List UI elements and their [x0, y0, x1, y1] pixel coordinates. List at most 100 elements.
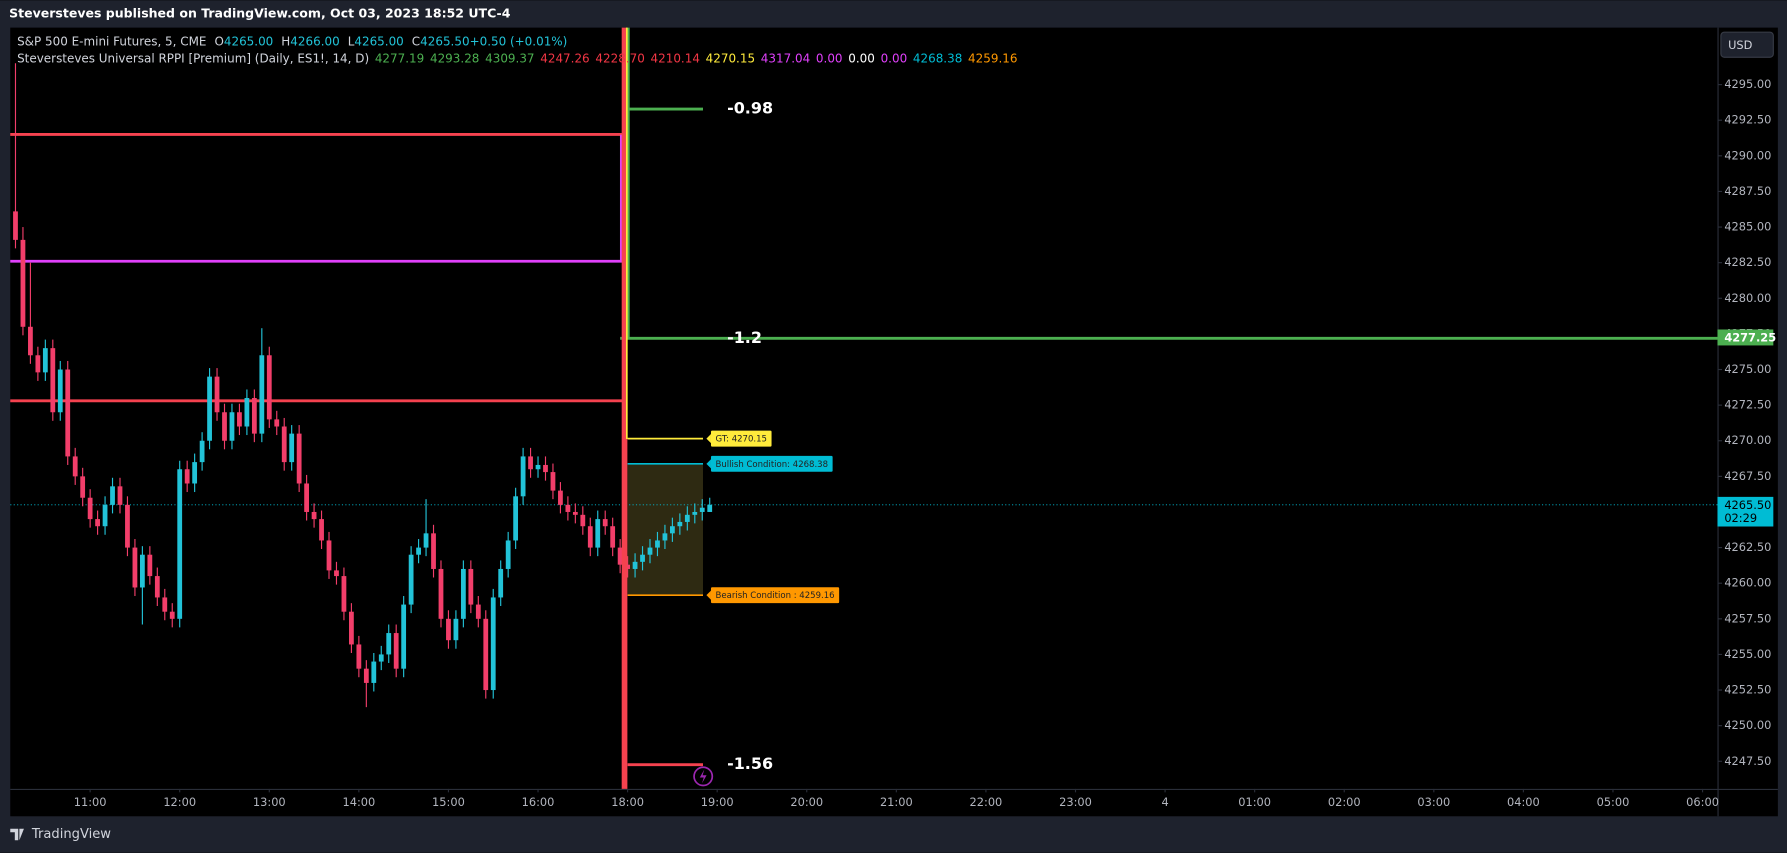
publisher-line: Steversteves published on TradingView.co… [9, 5, 511, 20]
candle-body [707, 504, 713, 512]
x-tick-label: 12:00 [163, 795, 196, 809]
candle-body [296, 433, 302, 484]
alert-icon[interactable] [693, 766, 714, 787]
level-tag-label: Bullish Condition: 4268.38 [716, 460, 829, 470]
level-tag: Bearish Condition : 4259.16 [706, 587, 840, 604]
footer-brand: TradingView [31, 827, 111, 842]
candle-body [117, 486, 123, 505]
candle-body [498, 568, 504, 598]
x-tick-label: 02:00 [1328, 795, 1361, 809]
indicator-value: 4293.28 [430, 51, 479, 65]
candle-body [625, 564, 630, 569]
price-tag-label: 4265.50 [1724, 498, 1771, 512]
symbol-legend: S&P 500 E-mini Futures, 5, CME O4265.00 H4… [17, 34, 567, 48]
level-tag-box [710, 587, 840, 604]
x-tick-label: 05:00 [1597, 795, 1630, 809]
candle-body [483, 618, 489, 691]
candle-body [543, 464, 548, 473]
candle-body [475, 604, 481, 619]
ohlc-value: 4266.00 [290, 34, 339, 48]
candle-body [468, 568, 474, 605]
candle-body [341, 576, 347, 612]
level-tag-box [710, 455, 833, 472]
y-tick-label: 4275.00 [1724, 362, 1771, 376]
x-tick-label: 16:00 [522, 795, 555, 809]
x-tick-label: 15:00 [432, 795, 465, 809]
candle-body [655, 540, 660, 548]
candle-body [72, 456, 78, 477]
candle-body [692, 511, 698, 515]
candle-body [207, 376, 212, 441]
y-tick-label: 4285.00 [1724, 220, 1771, 234]
alert-bolt [699, 769, 707, 784]
candle-body [57, 369, 63, 413]
currency-button[interactable] [1720, 31, 1774, 58]
ohlc-value: 4265.00 [224, 34, 273, 48]
candle-body [229, 412, 235, 441]
level-tag-pointer [706, 459, 711, 469]
y-tick-label: 4267.50 [1724, 469, 1771, 483]
candle-body [177, 469, 183, 619]
level-tag-box [710, 430, 772, 447]
candle-body [640, 554, 645, 562]
candle-body [13, 211, 18, 240]
candle-body [505, 540, 511, 569]
price-tag [1717, 329, 1774, 346]
candle-body [334, 570, 339, 577]
price-tag-countdown: 02:29 [1724, 511, 1757, 525]
candle-body [184, 469, 190, 484]
chart-pane [10, 27, 1778, 817]
candle-body [154, 576, 160, 598]
candle-body [266, 355, 272, 420]
indicator-value: 4247.26 [540, 51, 589, 65]
indicator-value: 4228.70 [595, 51, 644, 65]
level-tag-label: Bearish Condition : 4259.16 [716, 591, 835, 601]
candle-body [95, 519, 100, 527]
indicator-value: 4270.15 [706, 51, 755, 65]
x-tick-label: 14:00 [342, 795, 375, 809]
candle-body [535, 464, 541, 470]
y-tick-label: 4260.00 [1724, 576, 1771, 590]
candle-body [572, 511, 578, 515]
plot-layer [10, 63, 1718, 767]
candle-body [423, 533, 429, 548]
candle-body [356, 644, 362, 669]
x-tick-label: 21:00 [880, 795, 913, 809]
y-tick-label: 4252.50 [1724, 683, 1771, 697]
currency-label: USD [1728, 38, 1753, 52]
candle-body [311, 511, 317, 520]
candle-body [274, 419, 280, 427]
price-tag-label: 4277.25 [1724, 331, 1776, 345]
level-tag: GT: 4270.15 [706, 430, 772, 447]
candle-body [110, 486, 115, 505]
candle-body [20, 239, 26, 327]
level-tag: Bullish Condition: 4268.38 [706, 455, 833, 472]
candle-body [617, 547, 623, 565]
candle-body [453, 618, 459, 641]
candle-body [28, 326, 33, 356]
candle-body [50, 348, 56, 413]
ohlc-value: 4265.50 [420, 34, 469, 48]
candle-body [401, 604, 407, 669]
y-tick-label: 4250.00 [1724, 718, 1771, 732]
ohlc-key: H [281, 34, 290, 48]
level-tag-pointer [706, 590, 711, 600]
candle-body [460, 568, 466, 619]
indicator-value: 0.00 [848, 51, 875, 65]
candle-body [237, 412, 242, 427]
candle-body [438, 568, 444, 619]
y-tick-label: 4295.00 [1724, 77, 1771, 91]
candle-body [222, 412, 227, 441]
candle-body [132, 547, 138, 588]
candle-body [147, 554, 153, 577]
candle-body [371, 661, 377, 683]
candle-body [199, 440, 205, 463]
level-tag-label: GT: 4270.15 [716, 435, 767, 445]
ohlc-value: 4265.00 [354, 34, 403, 48]
candle-body [520, 456, 526, 497]
y-tick-label: 4262.50 [1724, 540, 1771, 554]
candle-body [490, 597, 496, 691]
x-tick-label: 23:00 [1059, 795, 1092, 809]
candle-body [550, 472, 556, 491]
